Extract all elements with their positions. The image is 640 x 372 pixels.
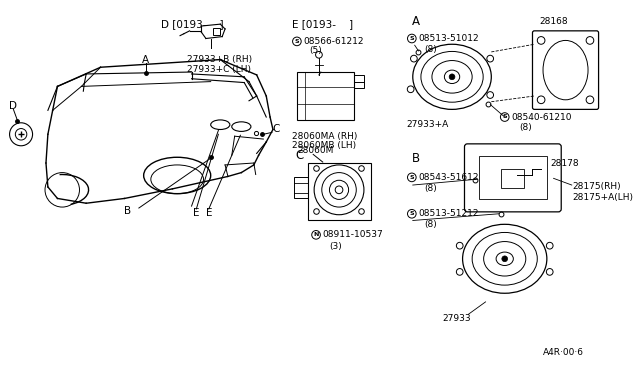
Bar	[212, 28, 220, 35]
Text: N: N	[314, 232, 319, 237]
Text: D: D	[10, 100, 17, 110]
Text: 08543-51612: 08543-51612	[419, 173, 479, 182]
Text: 08911-10537: 08911-10537	[323, 230, 383, 239]
Text: 28060MA (RH): 28060MA (RH)	[292, 132, 358, 141]
Text: A4R·00·6: A4R·00·6	[543, 348, 584, 357]
Text: A: A	[412, 15, 420, 28]
Bar	[297, 72, 355, 120]
Text: B: B	[124, 206, 131, 216]
Text: 28175(RH)
28175+A(LH): 28175(RH) 28175+A(LH)	[573, 182, 634, 202]
Text: (3): (3)	[330, 242, 342, 251]
Bar	[294, 177, 308, 198]
Text: S: S	[410, 36, 414, 41]
Text: (8): (8)	[519, 123, 532, 132]
Text: 28060M: 28060M	[297, 146, 333, 155]
Text: D [0193-    ]: D [0193- ]	[161, 19, 223, 29]
Bar	[479, 156, 547, 199]
Circle shape	[502, 256, 508, 262]
Text: (8): (8)	[424, 185, 437, 193]
Text: E: E	[193, 208, 200, 218]
Text: 27933+A: 27933+A	[406, 120, 449, 129]
Text: A: A	[142, 55, 149, 65]
Circle shape	[449, 74, 455, 80]
Text: (8): (8)	[424, 45, 437, 54]
Text: 27933: 27933	[442, 314, 471, 323]
Text: 27933+B (RH)
27933+C (LH): 27933+B (RH) 27933+C (LH)	[187, 55, 252, 74]
Text: 08540-61210: 08540-61210	[511, 113, 572, 122]
Text: 08513-51212: 08513-51212	[419, 209, 479, 218]
Text: S: S	[294, 39, 300, 44]
Bar	[501, 169, 524, 188]
Text: 28178: 28178	[550, 158, 579, 167]
Text: (8): (8)	[424, 220, 437, 229]
Text: S: S	[410, 174, 414, 180]
Text: C: C	[272, 125, 280, 135]
Text: S: S	[410, 211, 414, 216]
Text: B: B	[412, 152, 420, 165]
Text: 28168: 28168	[539, 17, 568, 26]
Text: 08513-51012: 08513-51012	[419, 34, 479, 43]
Text: E [0193-    ]: E [0193- ]	[292, 19, 353, 29]
Text: 28060MB (LH): 28060MB (LH)	[292, 141, 356, 150]
Bar	[308, 163, 371, 221]
Bar	[355, 75, 364, 88]
Text: E: E	[205, 208, 212, 218]
Text: (5): (5)	[309, 46, 322, 55]
Text: S: S	[502, 114, 507, 119]
Text: 08566-61212: 08566-61212	[303, 37, 364, 46]
Text: C: C	[295, 149, 303, 162]
